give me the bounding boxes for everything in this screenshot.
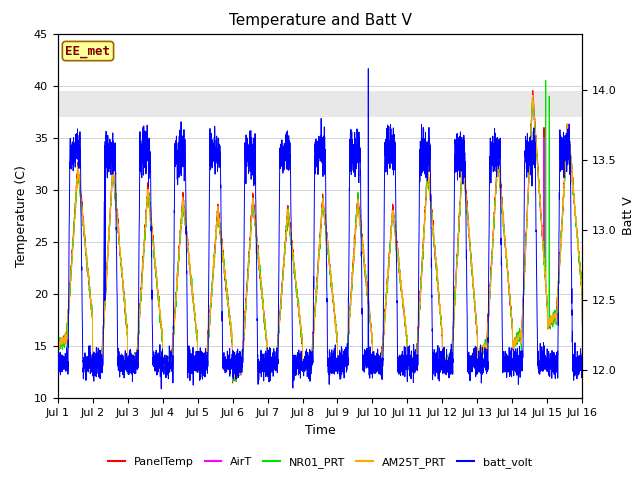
Bar [58,91,582,117]
X-axis label: Time: Time [305,424,335,437]
Legend: PanelTemp, AirT, NR01_PRT, AM25T_PRT, batt_volt: PanelTemp, AirT, NR01_PRT, AM25T_PRT, ba… [104,452,536,472]
Text: EE_met: EE_met [65,45,111,58]
Y-axis label: Batt V: Batt V [623,197,636,235]
Y-axis label: Temperature (C): Temperature (C) [15,165,28,267]
Title: Temperature and Batt V: Temperature and Batt V [228,13,412,28]
